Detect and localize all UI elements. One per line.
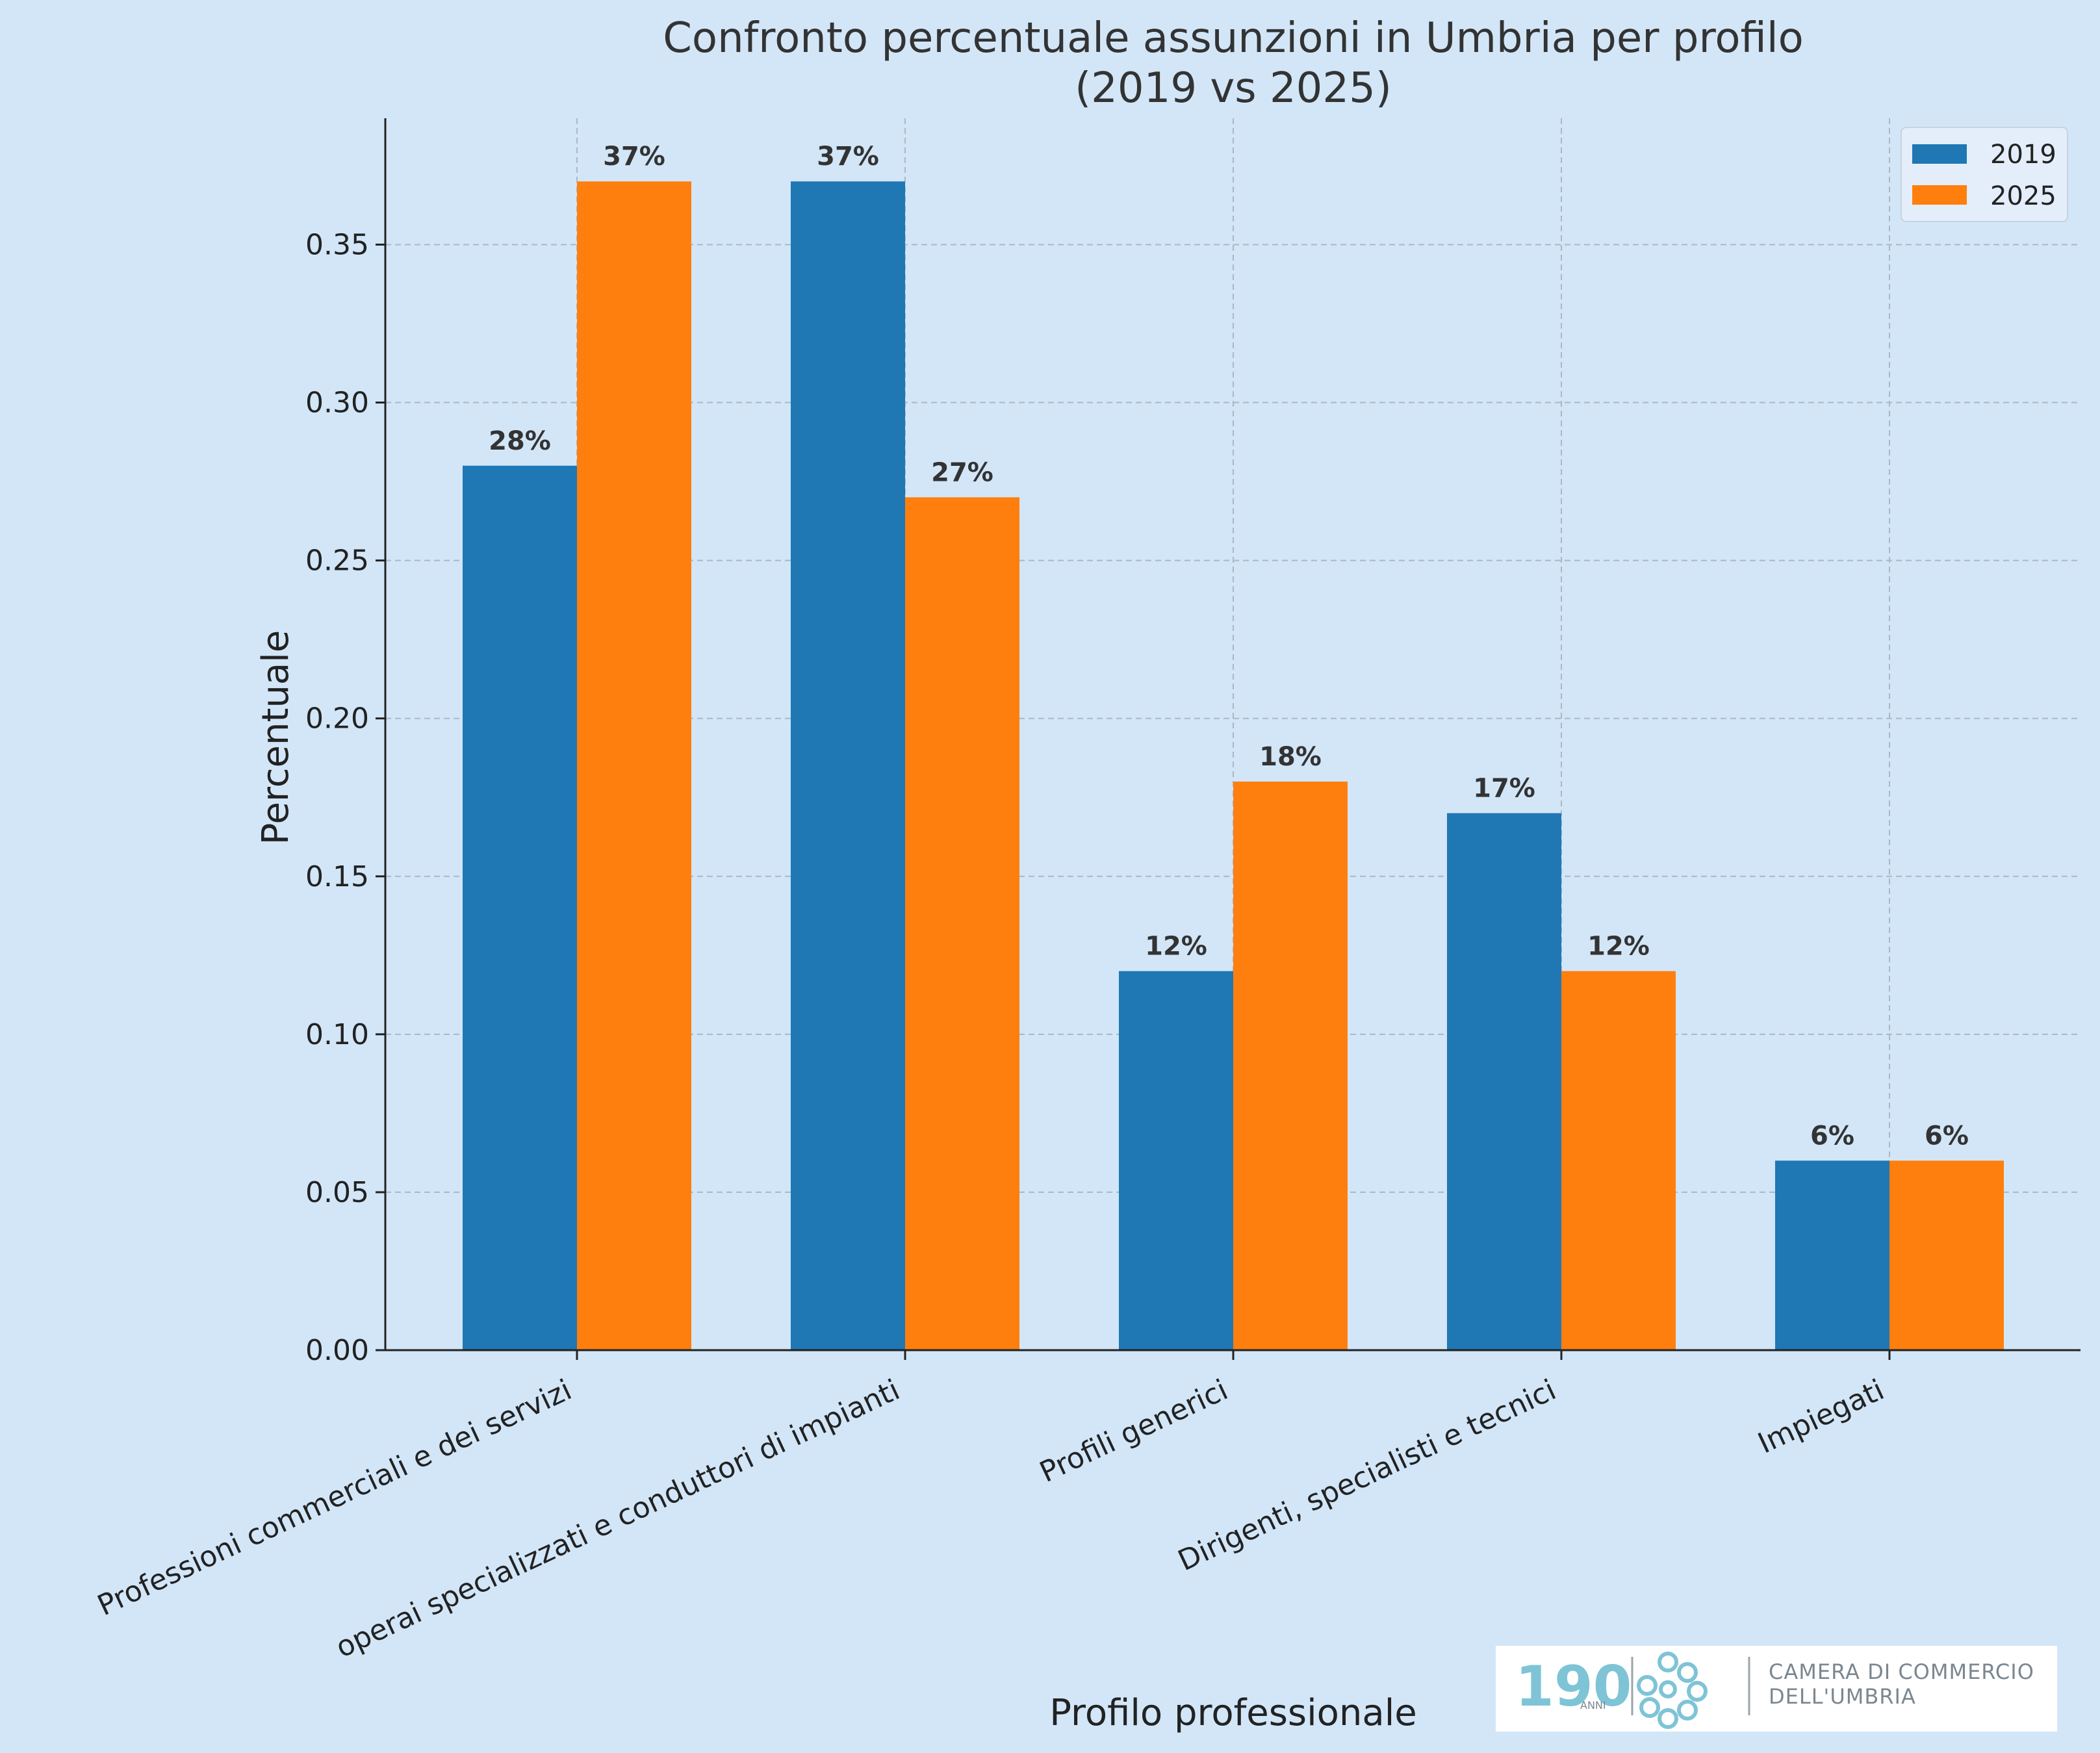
data-label-2025-3: 12% <box>1587 932 1650 962</box>
y-tick-label: 0.20 <box>305 702 369 736</box>
y-tick-label: 0.15 <box>305 860 369 893</box>
legend-label-2025: 2025 <box>1990 181 2056 211</box>
bar-2025-0 <box>577 181 691 1351</box>
bar-2019-1 <box>791 181 905 1351</box>
bar-2019-3 <box>1447 813 1561 1350</box>
logo: 190 ANNI CAMERA DI COMMERCIO DELL'UMBRIA <box>1496 1646 2057 1732</box>
legend: 2019 2025 <box>1901 127 2068 222</box>
legend-swatch-2025 <box>1912 185 1967 205</box>
data-labels: 28% 37% 12% 17% 6% 37% 27% 18% 12% 6% <box>489 142 1969 1151</box>
logo-emblem-icon <box>1637 1652 1708 1729</box>
data-label-2025-1: 27% <box>931 457 993 487</box>
x-tick-label: Impiegati <box>1753 1374 1889 1461</box>
y-tick-label: 0.00 <box>305 1334 369 1367</box>
data-label-2019-3: 17% <box>1473 774 1535 804</box>
y-ticks: 0.00 0.05 0.10 0.15 0.20 0.25 0.30 0.35 <box>305 228 385 1367</box>
logo-line-1: CAMERA DI COMMERCIO <box>1769 1659 2034 1684</box>
logo-anni: ANNI <box>1580 1699 1606 1711</box>
x-ticks: Professioni commerciali e dei serviziope… <box>93 1350 1891 1665</box>
data-label-2025-4: 6% <box>1925 1121 1969 1151</box>
y-tick-label: 0.25 <box>305 544 369 578</box>
logo-line-2: DELL'UMBRIA <box>1769 1684 1916 1709</box>
logo-background <box>1496 1646 2057 1732</box>
bar-2025-3 <box>1561 971 1676 1350</box>
data-label-2025-0: 37% <box>603 142 665 172</box>
x-axis-label: Profilo professionale <box>1049 1692 1417 1734</box>
data-label-2019-0: 28% <box>489 426 551 456</box>
bar-2019-4 <box>1775 1160 1889 1350</box>
x-tick-label: Profili generici <box>1035 1374 1233 1489</box>
x-tick-label: operai specializzati e conduttori di imp… <box>331 1374 904 1665</box>
y-axis-label: Percentuale <box>255 630 297 845</box>
bar-2019-0 <box>463 465 577 1350</box>
y-tick-label: 0.35 <box>305 228 369 261</box>
y-tick-label: 0.05 <box>305 1176 369 1209</box>
y-tick-label: 0.30 <box>305 387 369 420</box>
bar-2025-1 <box>905 497 1019 1350</box>
data-label-2025-2: 18% <box>1259 742 1322 772</box>
chart-title: Confronto percentuale assunzioni in Umbr… <box>663 14 1804 62</box>
chart-subtitle: (2019 vs 2025) <box>1075 64 1392 112</box>
data-label-2019-2: 12% <box>1145 932 1207 962</box>
bar-2025-4 <box>1889 1160 2004 1350</box>
bar-2019-2 <box>1119 971 1233 1350</box>
logo-number: 190 <box>1515 1654 1632 1719</box>
bar-2025-2 <box>1233 781 1348 1350</box>
legend-swatch-2019 <box>1912 144 1967 164</box>
data-label-2019-4: 6% <box>1810 1121 1854 1151</box>
legend-label-2019: 2019 <box>1990 140 2056 170</box>
y-tick-label: 0.10 <box>305 1018 369 1051</box>
bars <box>463 181 2004 1351</box>
data-label-2019-1: 37% <box>817 142 879 172</box>
